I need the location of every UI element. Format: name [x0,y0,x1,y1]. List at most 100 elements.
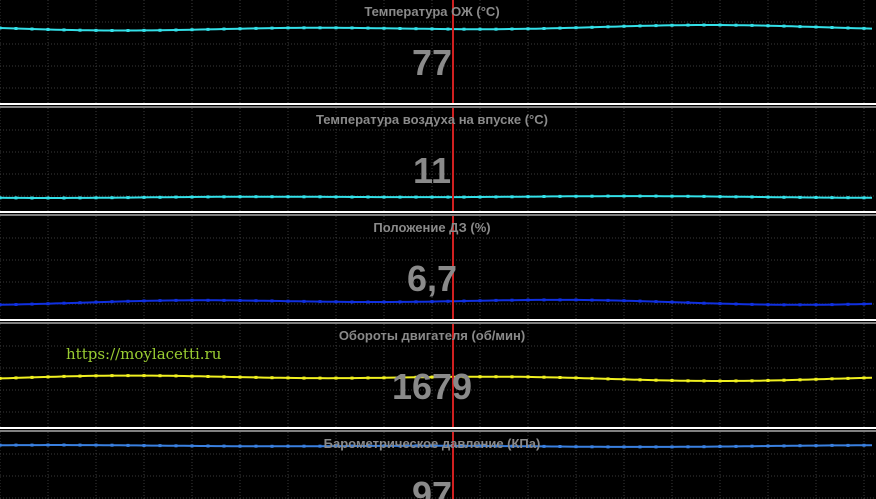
trace-dot [446,444,450,448]
trace-dot [526,27,530,31]
trace-dot [270,444,274,448]
panel-value: 1679 [392,366,472,407]
trace-dot [814,444,818,448]
trace-dot [14,27,18,30]
trace-dot [302,376,306,380]
trace-dot [334,444,338,448]
trace-dot [798,303,802,307]
trace-dot [718,302,722,306]
trace-dot [94,374,98,378]
trace-dot [574,445,578,449]
trace-dot [478,299,482,303]
trace-dot [110,300,114,304]
trace-dot [462,444,466,448]
trace-dot [254,195,258,199]
trace-dot [318,26,322,30]
trace-dot [350,26,354,30]
trace-dot [798,378,802,382]
trace-dot [110,374,114,378]
trace-dot [574,194,578,198]
trace-dot [78,28,82,32]
trace-dot [462,27,466,31]
trace-dot [766,444,770,448]
trace-dot [206,444,210,448]
trace-dot [158,28,162,32]
separator [0,319,876,324]
trace-dot [142,444,146,447]
trace-dot [302,195,306,199]
trace-dot [158,444,162,448]
trace-dot [254,26,258,30]
trace-dot [46,302,50,306]
trace-dot [270,299,274,303]
trace-dot [286,195,290,199]
trace-dot [30,196,34,200]
trace-dot [558,298,562,302]
trace-dot [734,23,738,27]
trace-dot [702,445,706,449]
trace-dot [46,28,50,31]
trace-dot [350,195,354,199]
trace-dot [14,443,18,447]
trace-dot [0,303,2,307]
trace-dot [94,196,98,200]
trace-dot [606,445,610,449]
trace-dot [686,445,690,449]
trace-dot [126,443,130,447]
trace-dot [526,298,530,302]
trace-dot [110,196,114,200]
trace-dot [382,26,386,30]
trace-dot [254,299,258,303]
trace-dot [814,303,818,307]
trace-dot [382,444,386,448]
trace-dot [702,194,706,198]
trace-dot [798,444,802,448]
trace-dot [414,300,418,304]
trace-dot [638,24,642,28]
trace-dot [558,194,562,198]
trace-dot [302,444,306,448]
trace-dot [62,28,66,32]
trace-dot [718,195,722,199]
trace-dot [766,24,770,28]
trace-dot [238,375,242,379]
trace-dot [46,443,50,447]
trace-dot [318,376,322,380]
panel-value: 6,7 [407,258,457,299]
separator [0,427,876,432]
trace-dot [62,443,66,447]
panel-title: Температура воздуха на впуске (°C) [316,112,548,127]
trace-dot [782,195,786,199]
trace-dot [350,376,354,380]
trace-dot [638,378,642,382]
panel-value: 97 [412,474,452,499]
trace-dot [46,196,50,200]
trace-dot [110,29,114,32]
trace-dot [14,376,18,380]
trace-dot [718,23,722,27]
trace-dot [430,444,434,448]
trace-dot [238,444,242,448]
trace-dot [94,28,98,32]
trace-dot [494,27,498,31]
trace-dot [862,443,866,447]
trace-dot [126,374,130,378]
trace-dot [350,444,354,448]
trace-dot [318,195,322,199]
trace-dot [814,377,818,381]
trace-dot [606,377,610,381]
trace-dot [110,443,114,447]
trace-dot [478,444,482,448]
trace-dot [334,376,338,380]
trace-dot [494,444,498,448]
trace-dot [526,375,530,379]
trace-dot [590,376,594,380]
trace-dot [798,25,802,29]
trace-dot [190,298,194,302]
panel-title: Обороты двигателя (об/мин) [339,328,525,343]
trace-dot [686,379,690,383]
trace-dot [654,445,658,449]
trace-dot [702,301,706,305]
separator [0,103,876,108]
trace-dot [414,375,418,379]
